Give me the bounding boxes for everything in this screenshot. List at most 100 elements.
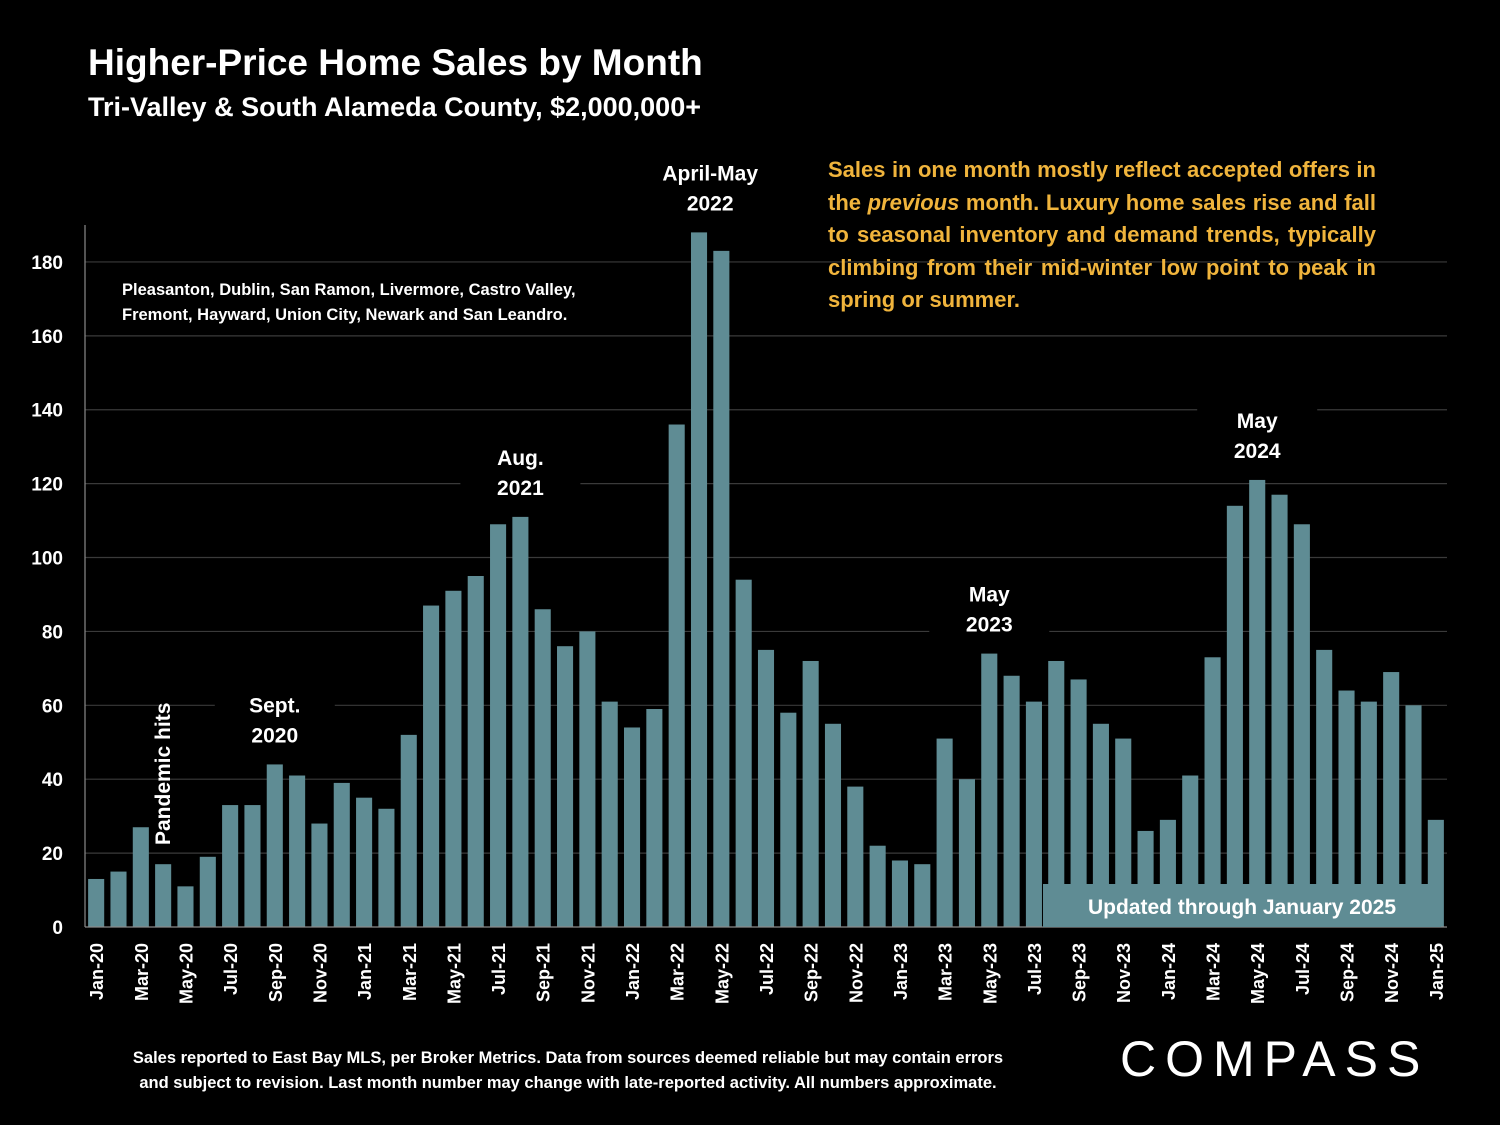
update-banner	[1043, 884, 1441, 927]
bars	[88, 232, 1444, 928]
annotation-backing	[460, 432, 581, 501]
bar	[1316, 649, 1333, 927]
annotation-label: 2022	[687, 192, 734, 215]
y-tick-label: 120	[31, 475, 63, 496]
x-tick-label: Jul-20	[221, 943, 241, 995]
x-tick-label: Jan-23	[891, 943, 911, 1000]
bar	[847, 786, 864, 927]
x-tick-label: Mar-21	[400, 943, 420, 1001]
update-banner-label: Updated through January 2025	[1088, 896, 1396, 919]
bar	[1003, 675, 1020, 927]
bar	[646, 709, 663, 927]
bar	[1025, 701, 1042, 927]
y-tick-label: 80	[42, 622, 63, 643]
cities-note: Pleasanton, Dublin, San Ramon, Livermore…	[122, 278, 576, 328]
bar	[824, 723, 842, 927]
x-tick-label: Jan-21	[355, 943, 375, 1000]
annotation-label: May	[1237, 410, 1278, 433]
annotation-label: April-May	[662, 162, 758, 185]
footnote-line-2: and subject to revision. Last month numb…	[139, 1074, 997, 1092]
annotation-label: 2023	[966, 614, 1013, 637]
cities-note-line-1: Pleasanton, Dublin, San Ramon, Livermore…	[122, 281, 576, 299]
y-tick-label: 140	[31, 401, 63, 422]
bar	[490, 524, 507, 927]
bar	[467, 576, 484, 927]
y-tick-label: 20	[42, 844, 63, 865]
annotation-backing	[929, 569, 1050, 638]
bar	[601, 701, 618, 927]
bar	[1383, 672, 1400, 927]
callout-italic-text: previous	[867, 189, 960, 215]
bar	[155, 864, 172, 927]
bar	[423, 605, 440, 927]
annotation-backing	[1197, 395, 1318, 464]
bar	[1070, 679, 1087, 927]
y-tick-label: 60	[42, 696, 63, 717]
x-tick-label: Jul-21	[489, 943, 509, 995]
bar	[400, 734, 417, 927]
x-tick-label: Jan-22	[623, 943, 643, 1000]
annotation-label: Pandemic hits	[152, 703, 175, 845]
bar	[132, 827, 149, 927]
footnote: Sales reported to East Bay MLS, per Brok…	[88, 1046, 1048, 1096]
bar	[266, 764, 283, 927]
bar	[333, 782, 350, 927]
x-tick-label: Jan-20	[87, 943, 107, 1000]
bar	[1048, 660, 1065, 927]
bar	[623, 727, 641, 927]
annotation-label: Aug.	[497, 447, 544, 470]
y-tick-label: 180	[31, 253, 63, 274]
bar	[735, 579, 752, 927]
axes: 0 20 40 60 80 100 120 140 160 180 Jan-20 Mar-20 May-…	[31, 225, 1447, 1004]
callout-text-1: Sales in one month mostly reflect accept…	[828, 157, 1376, 215]
annotation-label: 2020	[251, 724, 298, 747]
bar	[869, 845, 886, 927]
x-tick-label: May-21	[444, 943, 464, 1004]
bar	[289, 775, 306, 927]
x-tick-label: Jul-24	[1293, 943, 1313, 995]
x-tick-label: Mar-23	[936, 943, 956, 1001]
bar	[1360, 701, 1377, 927]
bar	[311, 823, 328, 927]
bar	[1115, 738, 1132, 927]
bar	[1204, 657, 1221, 927]
chart-title: Higher-Price Home Sales by Month	[88, 42, 703, 83]
x-tick-label: May-23	[980, 943, 1000, 1004]
x-tick-label: Nov-23	[1114, 943, 1134, 1003]
bar	[981, 653, 998, 927]
bar	[244, 805, 261, 927]
bar	[1092, 723, 1109, 927]
bar	[88, 878, 105, 927]
annotation-label: 2024	[1234, 440, 1281, 463]
bar	[110, 871, 127, 927]
annotation-label: Sept.	[249, 694, 300, 717]
bar	[690, 232, 708, 928]
x-tick-label: Sep-21	[534, 943, 554, 1002]
bar	[378, 808, 395, 927]
bar	[914, 864, 931, 927]
x-tick-label: Sep-22	[802, 943, 822, 1002]
bar	[757, 649, 775, 927]
bar	[512, 516, 529, 927]
bar	[222, 805, 239, 927]
x-tick-label: Mar-20	[132, 943, 152, 1001]
x-tick-label: Jul-22	[757, 943, 777, 995]
bar	[579, 631, 596, 927]
bar	[780, 712, 797, 927]
x-tick-label: Jan-25	[1427, 943, 1447, 1000]
bar	[356, 797, 373, 927]
bar	[534, 609, 551, 927]
x-tick-label: Nov-20	[310, 943, 330, 1003]
callout-text-2: month. Luxury home sales rise and fall t…	[828, 189, 1376, 313]
bar	[958, 779, 975, 927]
bar	[1249, 479, 1266, 927]
cities-note-line-2: Fremont, Hayward, Union City, Newark and…	[122, 306, 568, 324]
callout-note: Sales in one month mostly reflect accept…	[828, 154, 1376, 317]
x-tick-label: Sep-24	[1338, 943, 1358, 1002]
bar	[1293, 524, 1310, 927]
x-tick-label: Nov-24	[1382, 943, 1402, 1003]
x-tick-label: Jul-23	[1025, 943, 1045, 995]
bar	[713, 250, 730, 927]
annotation-label: May	[969, 584, 1010, 607]
